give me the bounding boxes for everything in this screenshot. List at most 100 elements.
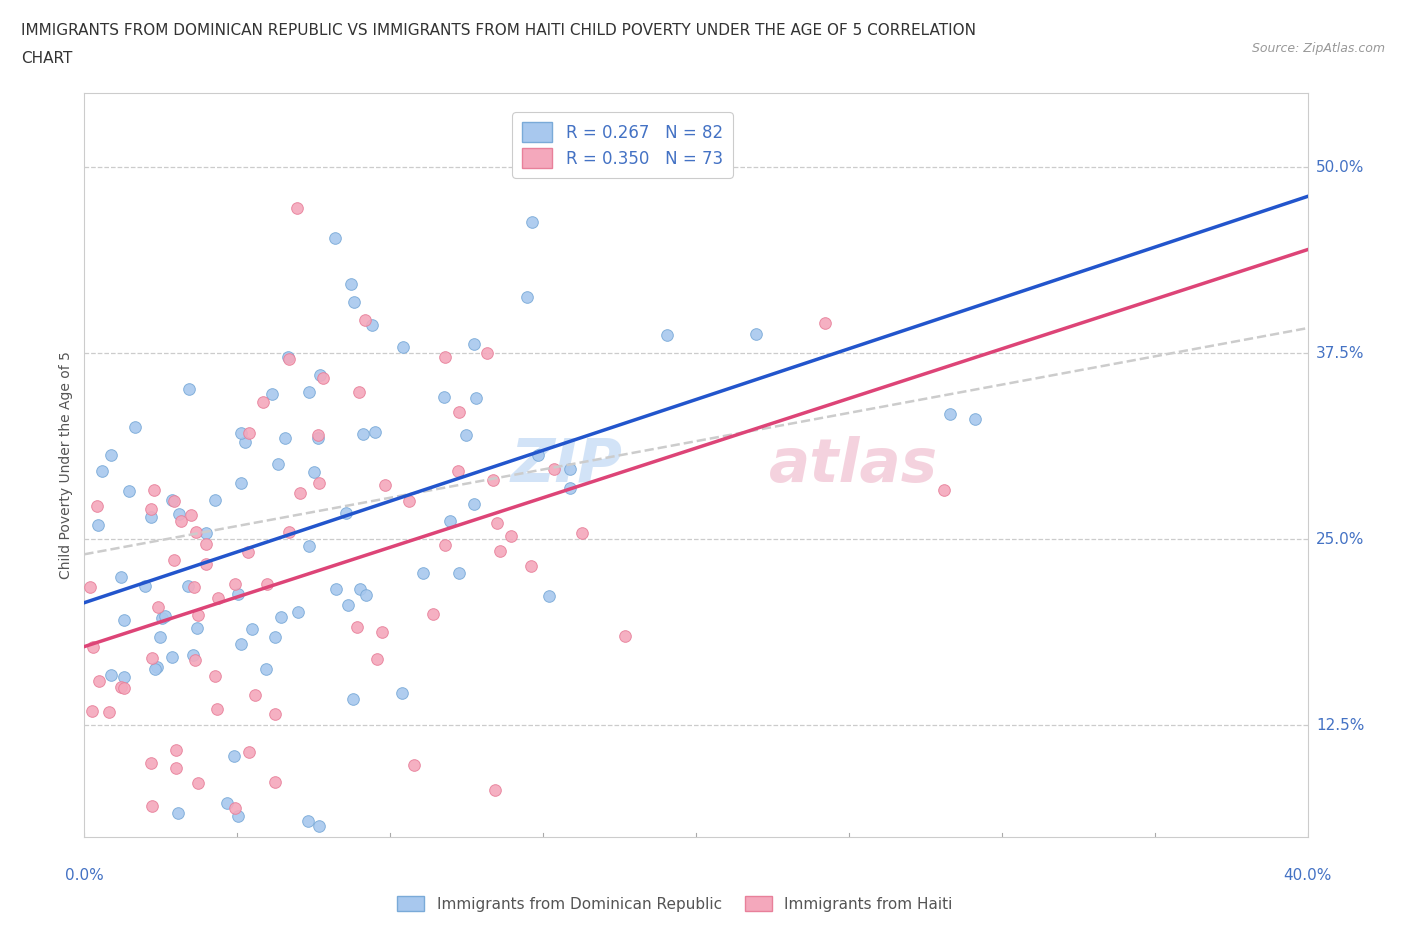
Point — [522, 214, 544, 229]
Point — [307, 427, 329, 442]
Point — [118, 484, 141, 498]
Point — [204, 669, 226, 684]
Point — [308, 476, 330, 491]
Point — [499, 529, 522, 544]
Point — [86, 498, 108, 513]
Point — [82, 703, 104, 718]
Point — [374, 477, 396, 492]
Point — [932, 483, 955, 498]
Point — [340, 276, 363, 291]
Point — [364, 424, 387, 439]
Point — [308, 818, 330, 833]
Point — [183, 579, 205, 594]
Point — [231, 426, 253, 441]
Point — [447, 565, 470, 580]
Point — [297, 814, 319, 829]
Point — [146, 600, 169, 615]
Point — [82, 640, 104, 655]
Text: ZIP: ZIP — [510, 435, 623, 495]
Point — [160, 649, 183, 664]
Point — [354, 313, 377, 328]
Point — [392, 339, 415, 354]
Point — [170, 513, 193, 528]
Text: 50.0%: 50.0% — [1316, 160, 1364, 175]
Point — [141, 650, 163, 665]
Point — [558, 480, 581, 495]
Point — [571, 525, 593, 540]
Point — [186, 525, 208, 539]
Point — [302, 465, 325, 480]
Point — [276, 350, 298, 365]
Point — [184, 652, 207, 667]
Point — [263, 707, 285, 722]
Point — [256, 577, 278, 591]
Point — [240, 621, 263, 636]
Point — [243, 687, 266, 702]
Point — [195, 525, 218, 540]
Point — [965, 411, 987, 426]
Point — [371, 624, 394, 639]
Point — [233, 434, 256, 449]
Point — [112, 613, 135, 628]
Point — [141, 798, 163, 813]
Text: CHART: CHART — [21, 51, 73, 66]
Point — [433, 390, 456, 405]
Point — [287, 200, 309, 215]
Point — [139, 756, 162, 771]
Point — [939, 406, 962, 421]
Point — [110, 570, 132, 585]
Point — [187, 776, 209, 790]
Point — [177, 578, 200, 593]
Point — [402, 757, 425, 772]
Point — [163, 494, 186, 509]
Point — [91, 464, 114, 479]
Point — [263, 629, 285, 644]
Text: atlas: atlas — [769, 435, 938, 495]
Y-axis label: Child Poverty Under the Age of 5: Child Poverty Under the Age of 5 — [59, 351, 73, 579]
Point — [312, 371, 335, 386]
Point — [449, 405, 471, 419]
Point — [195, 537, 218, 551]
Point — [224, 576, 246, 591]
Point — [325, 581, 347, 596]
Point — [224, 801, 246, 816]
Point — [273, 431, 295, 445]
Point — [86, 518, 108, 533]
Point — [422, 606, 444, 621]
Point — [613, 629, 636, 644]
Point — [352, 427, 374, 442]
Point — [516, 290, 538, 305]
Point — [267, 457, 290, 472]
Point — [163, 552, 186, 567]
Point — [100, 447, 122, 462]
Text: 0.0%: 0.0% — [65, 868, 104, 883]
Point — [343, 295, 366, 310]
Legend: R = 0.267   N = 82, R = 0.350   N = 73: R = 0.267 N = 82, R = 0.350 N = 73 — [512, 113, 733, 178]
Point — [433, 538, 456, 552]
Point — [82, 903, 104, 918]
Point — [165, 743, 187, 758]
Point — [288, 486, 311, 501]
Point — [454, 428, 477, 443]
Point — [110, 679, 132, 694]
Point — [398, 494, 420, 509]
Point — [262, 386, 284, 401]
Point — [323, 231, 346, 246]
Point — [124, 419, 146, 434]
Point — [226, 808, 249, 823]
Point — [177, 382, 200, 397]
Point — [167, 805, 190, 820]
Point — [207, 591, 229, 605]
Point — [287, 604, 309, 619]
Point — [236, 545, 259, 560]
Point — [229, 476, 252, 491]
Point — [215, 796, 238, 811]
Point — [558, 462, 581, 477]
Point — [98, 704, 121, 719]
Point — [252, 394, 274, 409]
Point — [229, 637, 252, 652]
Point — [308, 368, 330, 383]
Point — [204, 493, 226, 508]
Point — [465, 391, 488, 405]
Point — [538, 589, 561, 604]
